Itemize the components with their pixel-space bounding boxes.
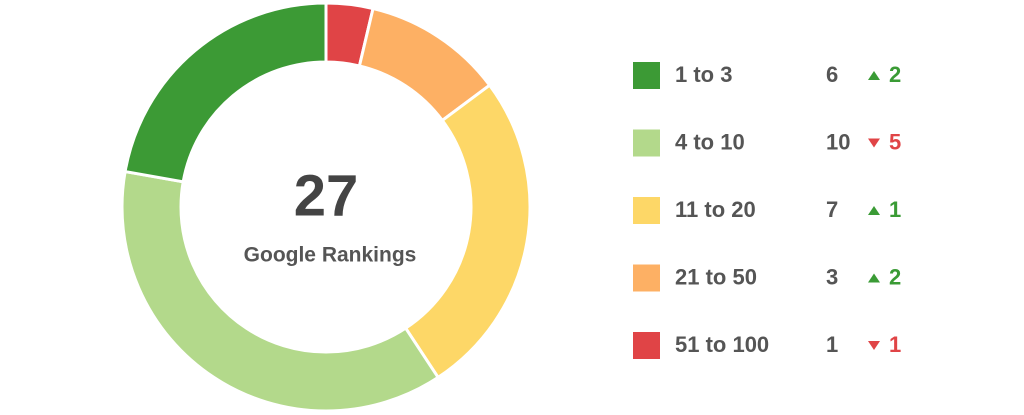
change-label: 5: [889, 129, 901, 154]
legend-label: 4 to 10: [675, 129, 745, 154]
legend-swatch: [633, 332, 660, 359]
legend-swatch: [633, 129, 660, 157]
legend-value: 3: [826, 264, 838, 289]
legend-value: 10: [826, 129, 850, 154]
legend-value: 6: [826, 62, 838, 87]
legend-swatch: [633, 264, 660, 292]
legend-label: 21 to 50: [675, 264, 757, 289]
legend-swatch: [633, 197, 660, 224]
donut-segment: [120, 169, 441, 413]
change-label: 2: [889, 264, 901, 289]
center-value: 27: [294, 163, 359, 228]
legend-label: 11 to 20: [675, 197, 756, 222]
donut-segment: [403, 83, 532, 380]
legend-value: 1: [826, 332, 838, 357]
legend-value: 7: [826, 197, 838, 222]
change-label: 1: [889, 332, 901, 357]
change-arrow: [868, 138, 880, 148]
change-label: 1: [889, 197, 901, 222]
center-label: Google Rankings: [244, 244, 417, 267]
change-label: 2: [889, 62, 901, 87]
change-arrow: [868, 341, 880, 350]
legend-swatch: [633, 62, 660, 89]
legend-label: 1 to 3: [675, 62, 732, 87]
change-arrow: [868, 206, 880, 215]
change-arrow: [868, 71, 880, 80]
legend-label: 51 to 100: [675, 332, 769, 357]
donut-segment: [123, 1, 328, 184]
change-arrow: [868, 273, 880, 283]
